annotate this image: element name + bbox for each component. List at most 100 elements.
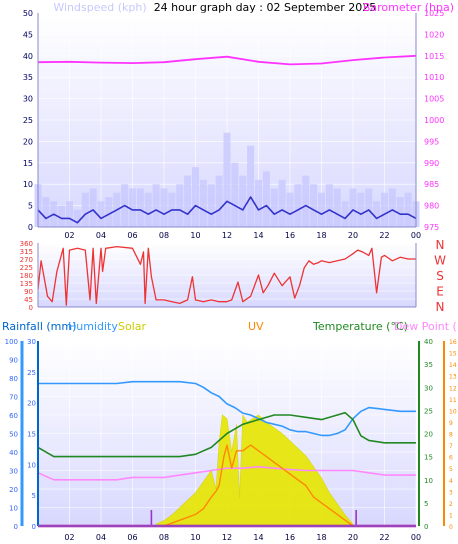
wind-xtick-20: 20 xyxy=(348,231,358,240)
gust-bar xyxy=(199,179,207,227)
gust-bar xyxy=(152,184,160,227)
gust-bar xyxy=(42,197,50,227)
ytick-uv-1: 1 xyxy=(449,512,453,519)
ytick-right-995: 995 xyxy=(424,137,439,146)
gust-bar xyxy=(341,201,349,227)
ytick-uv-15: 15 xyxy=(449,351,457,358)
ytick-temp-15: 15 xyxy=(424,454,433,462)
gust-bar xyxy=(247,145,255,227)
ytick-uv-12: 12 xyxy=(449,385,457,392)
wind-xtick-06: 06 xyxy=(127,231,137,240)
ytick-right-980: 980 xyxy=(424,202,439,211)
wind-xtick-22: 22 xyxy=(379,231,389,240)
gust-bar xyxy=(262,171,270,227)
ytick-rain-10: 10 xyxy=(27,461,36,469)
ytick-left-50: 50 xyxy=(23,9,33,18)
gust-bar xyxy=(388,188,396,227)
gust-bar xyxy=(294,184,302,227)
ytick-rain-30: 30 xyxy=(27,338,36,346)
wind-xtick-18: 18 xyxy=(316,231,326,240)
ytick-uv-2: 2 xyxy=(449,501,453,508)
ytick-rain-25: 25 xyxy=(27,369,36,377)
legend-dewpoint: Dew Point (°C) xyxy=(394,320,458,333)
gust-bar xyxy=(105,197,113,227)
gust-bar xyxy=(207,184,215,227)
wind-xtick-04: 04 xyxy=(96,231,106,240)
gust-bar xyxy=(81,192,89,227)
gust-bar xyxy=(231,162,239,227)
ytick-uv-4: 4 xyxy=(449,478,453,485)
ytick-uv-9: 9 xyxy=(449,420,453,427)
gust-bar xyxy=(144,192,152,227)
ytick-temp-10: 10 xyxy=(424,477,433,485)
gust-bar xyxy=(365,188,373,227)
ytick-hum-20: 20 xyxy=(9,486,18,494)
windspeed-axis-label: Windspeed (kph) xyxy=(53,1,146,14)
uv-line xyxy=(163,444,354,527)
weather-xtick-02: 02 xyxy=(64,533,74,542)
compass-N-4: N xyxy=(436,300,445,314)
gust-bar xyxy=(58,205,66,227)
chart-title: 24 hour graph day : 02 September 2025 xyxy=(154,1,377,14)
wind-xtick-00: 00 xyxy=(411,231,421,240)
gust-bar xyxy=(97,201,105,227)
ytick-hum-0: 0 xyxy=(14,523,18,531)
weather-xtick-14: 14 xyxy=(253,533,263,542)
gust-bar xyxy=(302,175,310,227)
compass-E-3: E xyxy=(436,285,444,299)
ytick-rain-0: 0 xyxy=(32,523,36,531)
gust-bar xyxy=(160,188,168,227)
ytick-left-45: 45 xyxy=(23,30,33,39)
ytick-temp-30: 30 xyxy=(424,384,433,392)
gust-bar xyxy=(396,197,404,227)
ytick-dir-270: 270 xyxy=(20,256,33,264)
legend-humidity: Humidity xyxy=(68,320,118,333)
wind-panel-axes: 0510152025303540455097598098599099510001… xyxy=(23,9,445,240)
ytick-left-15: 15 xyxy=(23,159,33,168)
ytick-right-1015: 1015 xyxy=(424,52,444,61)
ytick-uv-6: 6 xyxy=(449,455,453,462)
gust-bar xyxy=(66,201,73,227)
wind-panel-lines xyxy=(37,54,417,224)
gust-bar xyxy=(381,192,388,227)
ytick-uv-16: 16 xyxy=(449,339,457,346)
weather-xtick-22: 22 xyxy=(379,533,389,542)
ytick-uv-3: 3 xyxy=(449,489,453,496)
ytick-hum-40: 40 xyxy=(9,449,18,457)
ytick-uv-7: 7 xyxy=(449,443,453,450)
ytick-rain-15: 15 xyxy=(27,431,36,439)
gust-bar xyxy=(89,188,97,227)
ytick-rain-20: 20 xyxy=(27,400,36,408)
ytick-hum-10: 10 xyxy=(9,505,18,513)
legend-solar: Solar xyxy=(118,320,147,333)
gust-bar xyxy=(239,175,247,227)
weather-xtick-16: 16 xyxy=(285,533,295,542)
solar-fill xyxy=(155,414,354,527)
ytick-right-990: 990 xyxy=(424,159,439,168)
ytick-left-5: 5 xyxy=(28,202,33,211)
gust-bar xyxy=(278,179,286,227)
gust-bar xyxy=(270,188,278,227)
gust-bar xyxy=(215,175,223,227)
ytick-uv-5: 5 xyxy=(449,466,453,473)
windspeed-line xyxy=(37,196,417,224)
wind-xtick-08: 08 xyxy=(159,231,169,240)
ytick-right-1025: 1025 xyxy=(424,9,444,18)
ytick-dir-360: 360 xyxy=(20,240,33,248)
gust-bar xyxy=(333,188,341,227)
ytick-temp-0: 0 xyxy=(424,523,428,531)
ytick-hum-70: 70 xyxy=(9,394,18,402)
ytick-temp-20: 20 xyxy=(424,431,433,439)
direction-line xyxy=(37,245,416,306)
ytick-left-0: 0 xyxy=(28,223,33,232)
ytick-left-40: 40 xyxy=(23,52,33,61)
solar-area xyxy=(155,414,354,527)
ytick-hum-80: 80 xyxy=(9,375,18,383)
ytick-left-20: 20 xyxy=(23,137,33,146)
weather-xtick-08: 08 xyxy=(159,533,169,542)
ytick-right-985: 985 xyxy=(424,180,439,189)
legend-temperature: Temperature (°C) xyxy=(312,320,408,333)
ytick-right-1000: 1000 xyxy=(424,116,444,125)
